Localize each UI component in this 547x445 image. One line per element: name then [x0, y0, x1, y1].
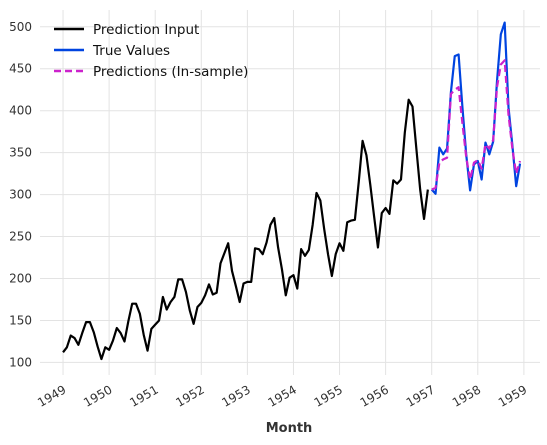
x-tick-label: 1958	[450, 382, 483, 409]
x-tick-label: 1952	[173, 382, 206, 409]
x-tick-labels: 1949 1950 1951 1952 1953 1954 1955 1956 1957 1958…	[35, 382, 529, 409]
x-axis-label: Month	[266, 421, 313, 436]
y-tick-label: 250	[9, 230, 32, 244]
y-tick-label: 200	[9, 272, 32, 286]
series-layer	[62, 21, 522, 361]
x-tick-label: 1953	[219, 382, 252, 409]
x-tick-label: 1956	[358, 382, 391, 409]
legend-label: Predictions (In-sample)	[93, 64, 248, 80]
y-tick-label: 150	[9, 313, 32, 327]
grid-lines	[40, 10, 540, 375]
legend-label: True Values	[92, 43, 170, 59]
y-tick-label: 500	[9, 20, 32, 34]
x-tick-label: 1949	[35, 382, 68, 409]
x-tick-label: 1959	[496, 382, 529, 409]
x-tick-label: 1954	[266, 382, 299, 409]
y-tick-label: 450	[9, 62, 32, 76]
y-tick-label: 350	[9, 146, 32, 160]
legend: Prediction Input True Values Predictions (…	[54, 22, 248, 80]
x-tick-label: 1955	[312, 382, 345, 409]
legend-label: Prediction Input	[93, 22, 199, 38]
y-tick-label: 300	[9, 188, 32, 202]
y-tick-labels: 100 150 200 250 300 350 400 450 500	[9, 20, 32, 370]
series-line-true-values	[430, 21, 522, 195]
series-line-predictions-in-sample	[431, 59, 522, 191]
x-tick-label: 1957	[404, 382, 437, 409]
y-tick-label: 100	[9, 355, 32, 369]
x-tick-label: 1950	[81, 382, 114, 409]
x-tick-label: 1951	[127, 382, 160, 409]
y-tick-label: 400	[9, 104, 32, 118]
series-line-prediction-input	[62, 98, 429, 361]
